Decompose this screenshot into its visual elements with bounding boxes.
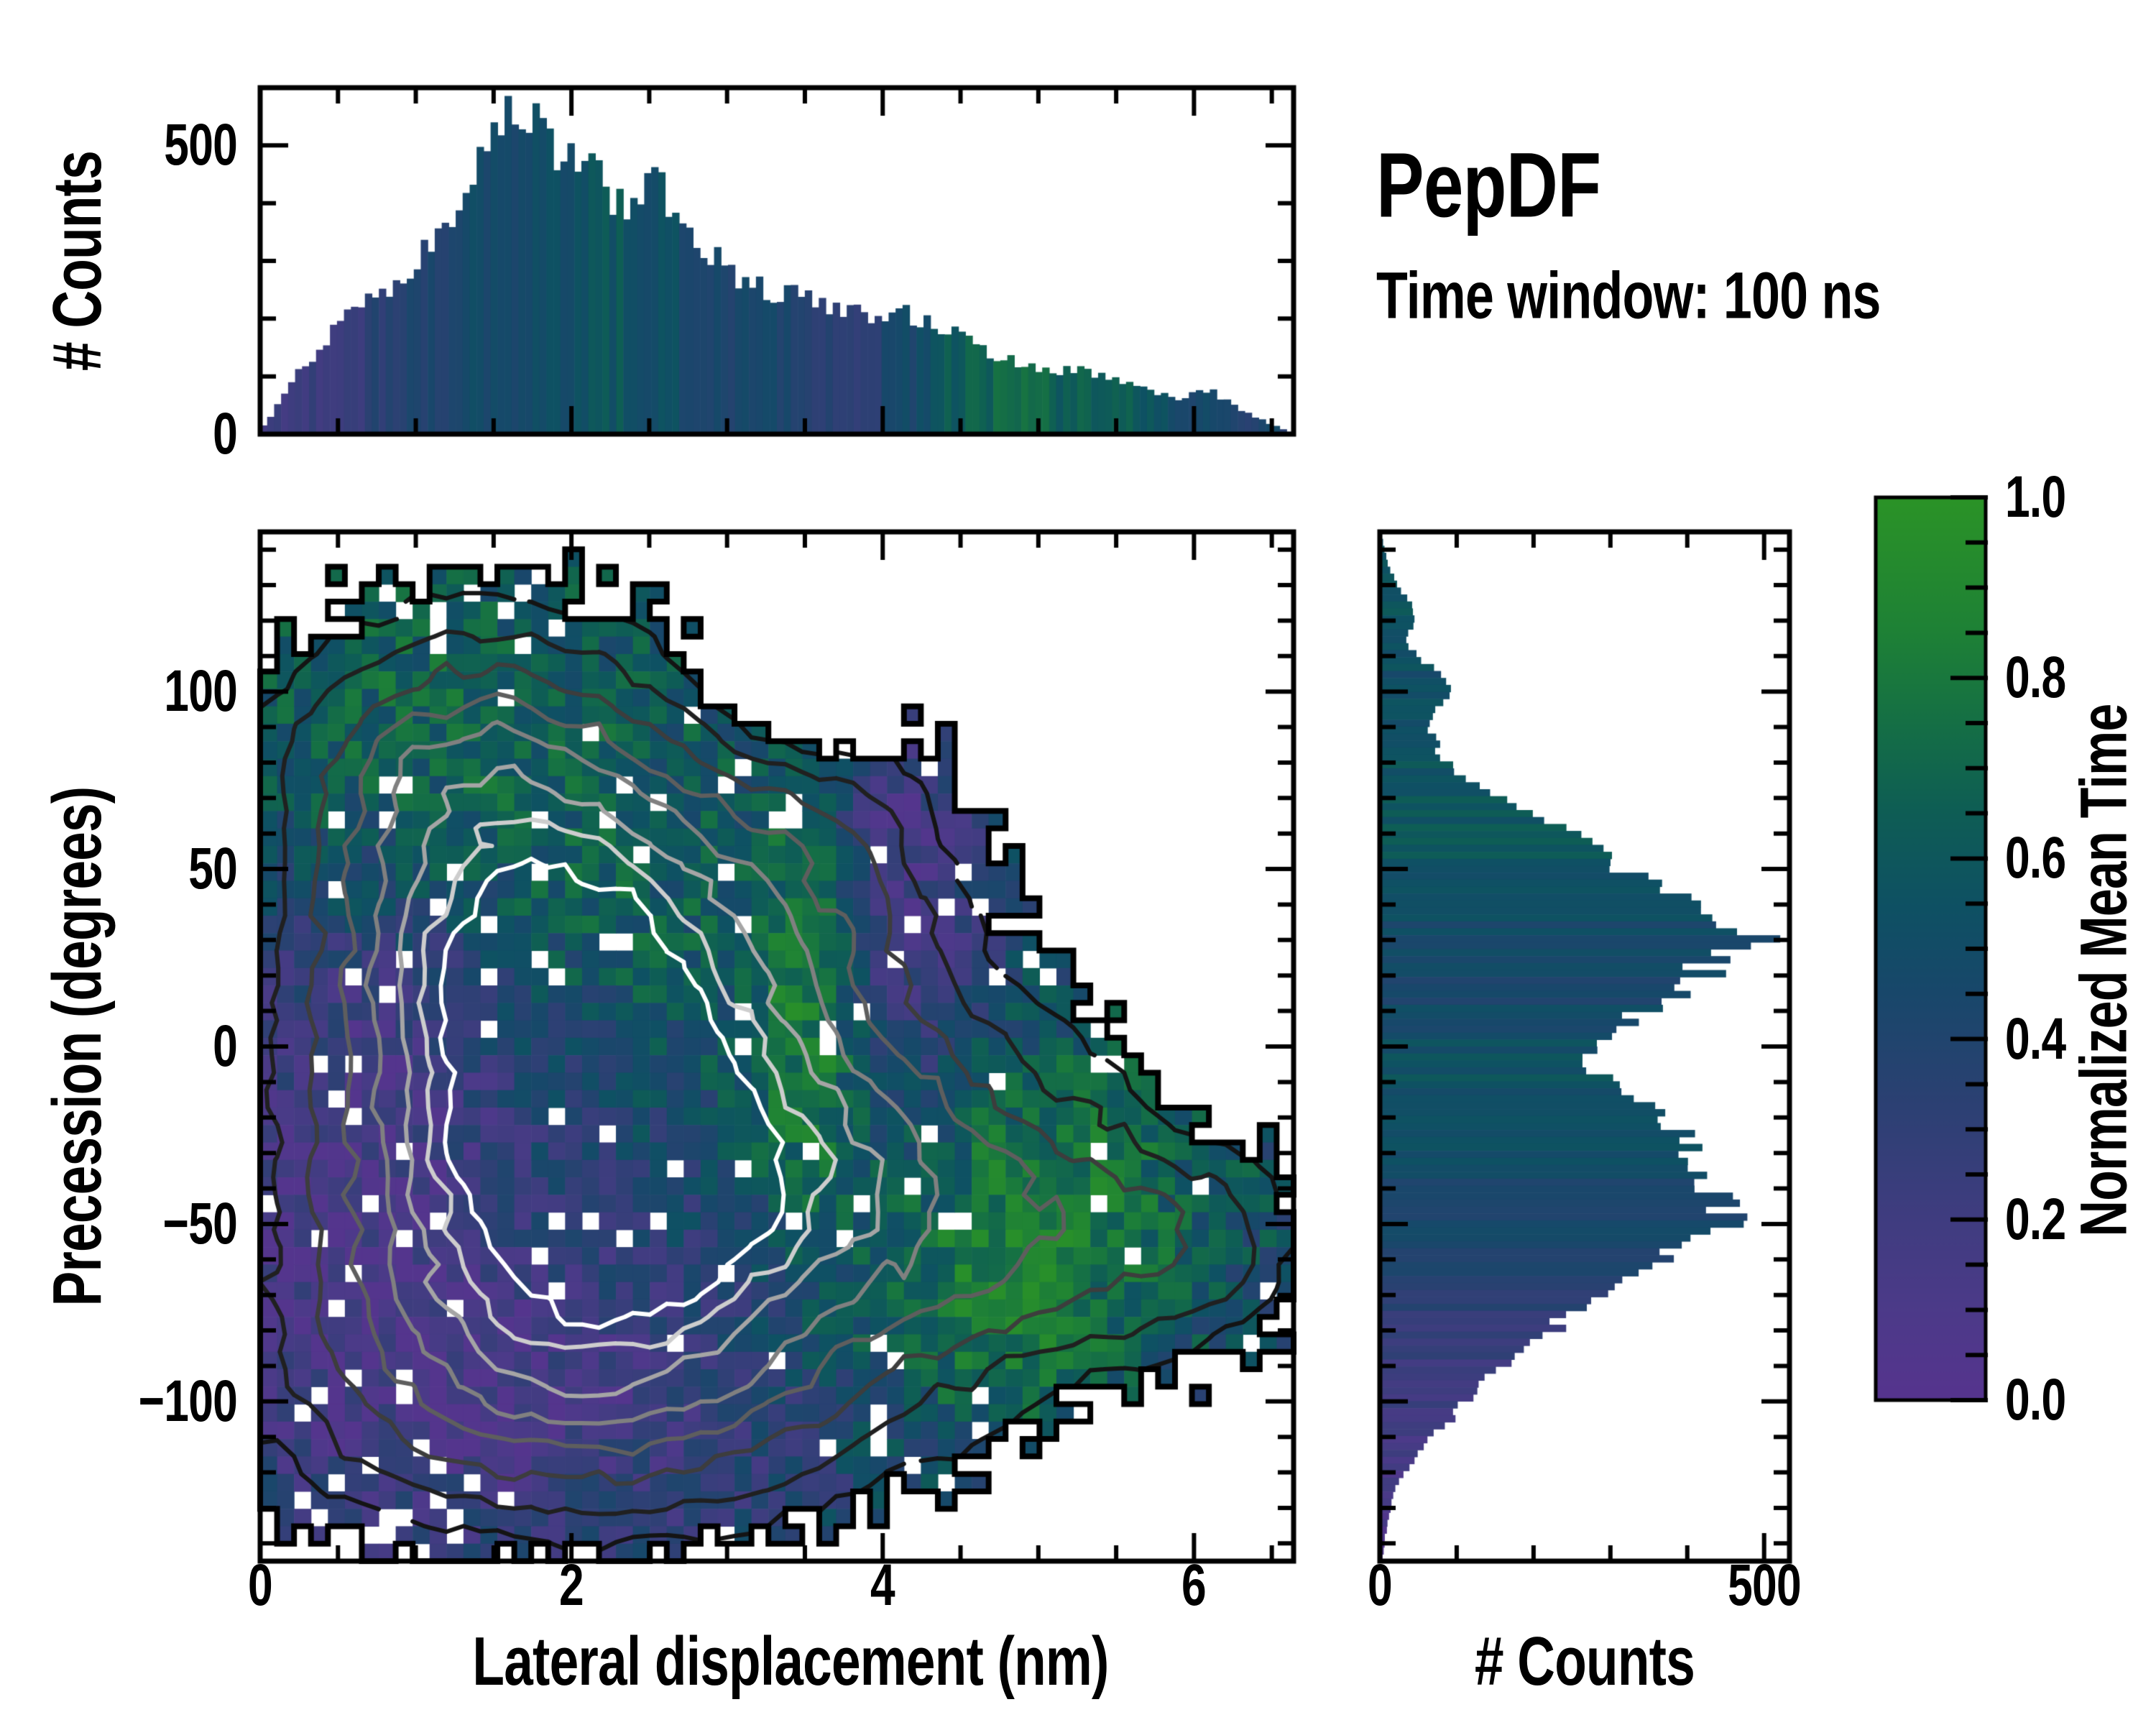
colorbar-tick-label-1.0: 1.0 <box>2005 464 2066 530</box>
top-hist-y-tick-label-0: 0 <box>213 401 238 466</box>
main-y-tick-label--50: −50 <box>162 1190 238 1256</box>
main-x-axis-label: Lateral displacement (nm) <box>472 1623 1109 1700</box>
colorbar-tick-label-0.4: 0.4 <box>2005 1006 2066 1072</box>
main-x-tick-label-4: 4 <box>870 1552 895 1618</box>
colorbar-tick-label-0.6: 0.6 <box>2005 825 2066 891</box>
main-y-tick-label-100: 100 <box>164 658 237 724</box>
main-y-tick-label--100: −100 <box>138 1368 238 1434</box>
right-hist-x-axis-label: # Counts <box>1474 1623 1695 1700</box>
top-hist-y-tick-label-500: 500 <box>164 112 237 178</box>
right-hist-x-tick-label-500: 500 <box>1727 1552 1801 1618</box>
top-hist-y-axis-label: # Counts <box>39 150 116 372</box>
main-y-tick-label-0: 0 <box>213 1013 238 1079</box>
right-hist-x-tick-label-0: 0 <box>1368 1552 1393 1618</box>
main-y-axis-label: Precession (degrees) <box>39 786 116 1307</box>
colorbar-tick-label-0.8: 0.8 <box>2005 645 2066 711</box>
figure-subtitle: Time window: 100 ns <box>1376 259 1881 333</box>
main-x-tick-label-2: 2 <box>559 1552 584 1618</box>
figure-title: PepDF <box>1376 134 1601 237</box>
colorbar-tick-label-0.0: 0.0 <box>2005 1367 2066 1432</box>
main-x-tick-label-0: 0 <box>248 1552 273 1618</box>
colorbar-label: Normalized Mean Time <box>2067 704 2141 1237</box>
colorbar-tick-label-0.2: 0.2 <box>2005 1186 2066 1252</box>
main-y-tick-label-50: 50 <box>188 836 238 902</box>
main-x-tick-label-6: 6 <box>1181 1552 1207 1618</box>
